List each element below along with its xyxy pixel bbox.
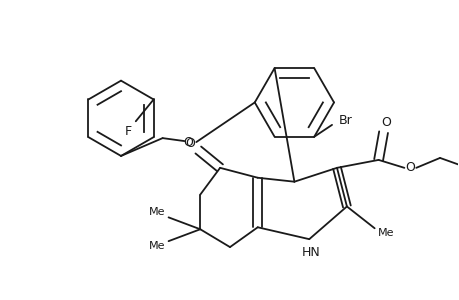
Text: O: O (183, 136, 193, 148)
Text: F: F (124, 125, 131, 138)
Text: Me: Me (148, 207, 165, 218)
Text: Me: Me (148, 241, 165, 251)
Text: O: O (185, 136, 195, 150)
Text: O: O (381, 116, 391, 129)
Text: Br: Br (338, 114, 352, 128)
Text: HN: HN (301, 245, 320, 259)
Text: Me: Me (377, 228, 394, 238)
Text: O: O (404, 161, 414, 174)
